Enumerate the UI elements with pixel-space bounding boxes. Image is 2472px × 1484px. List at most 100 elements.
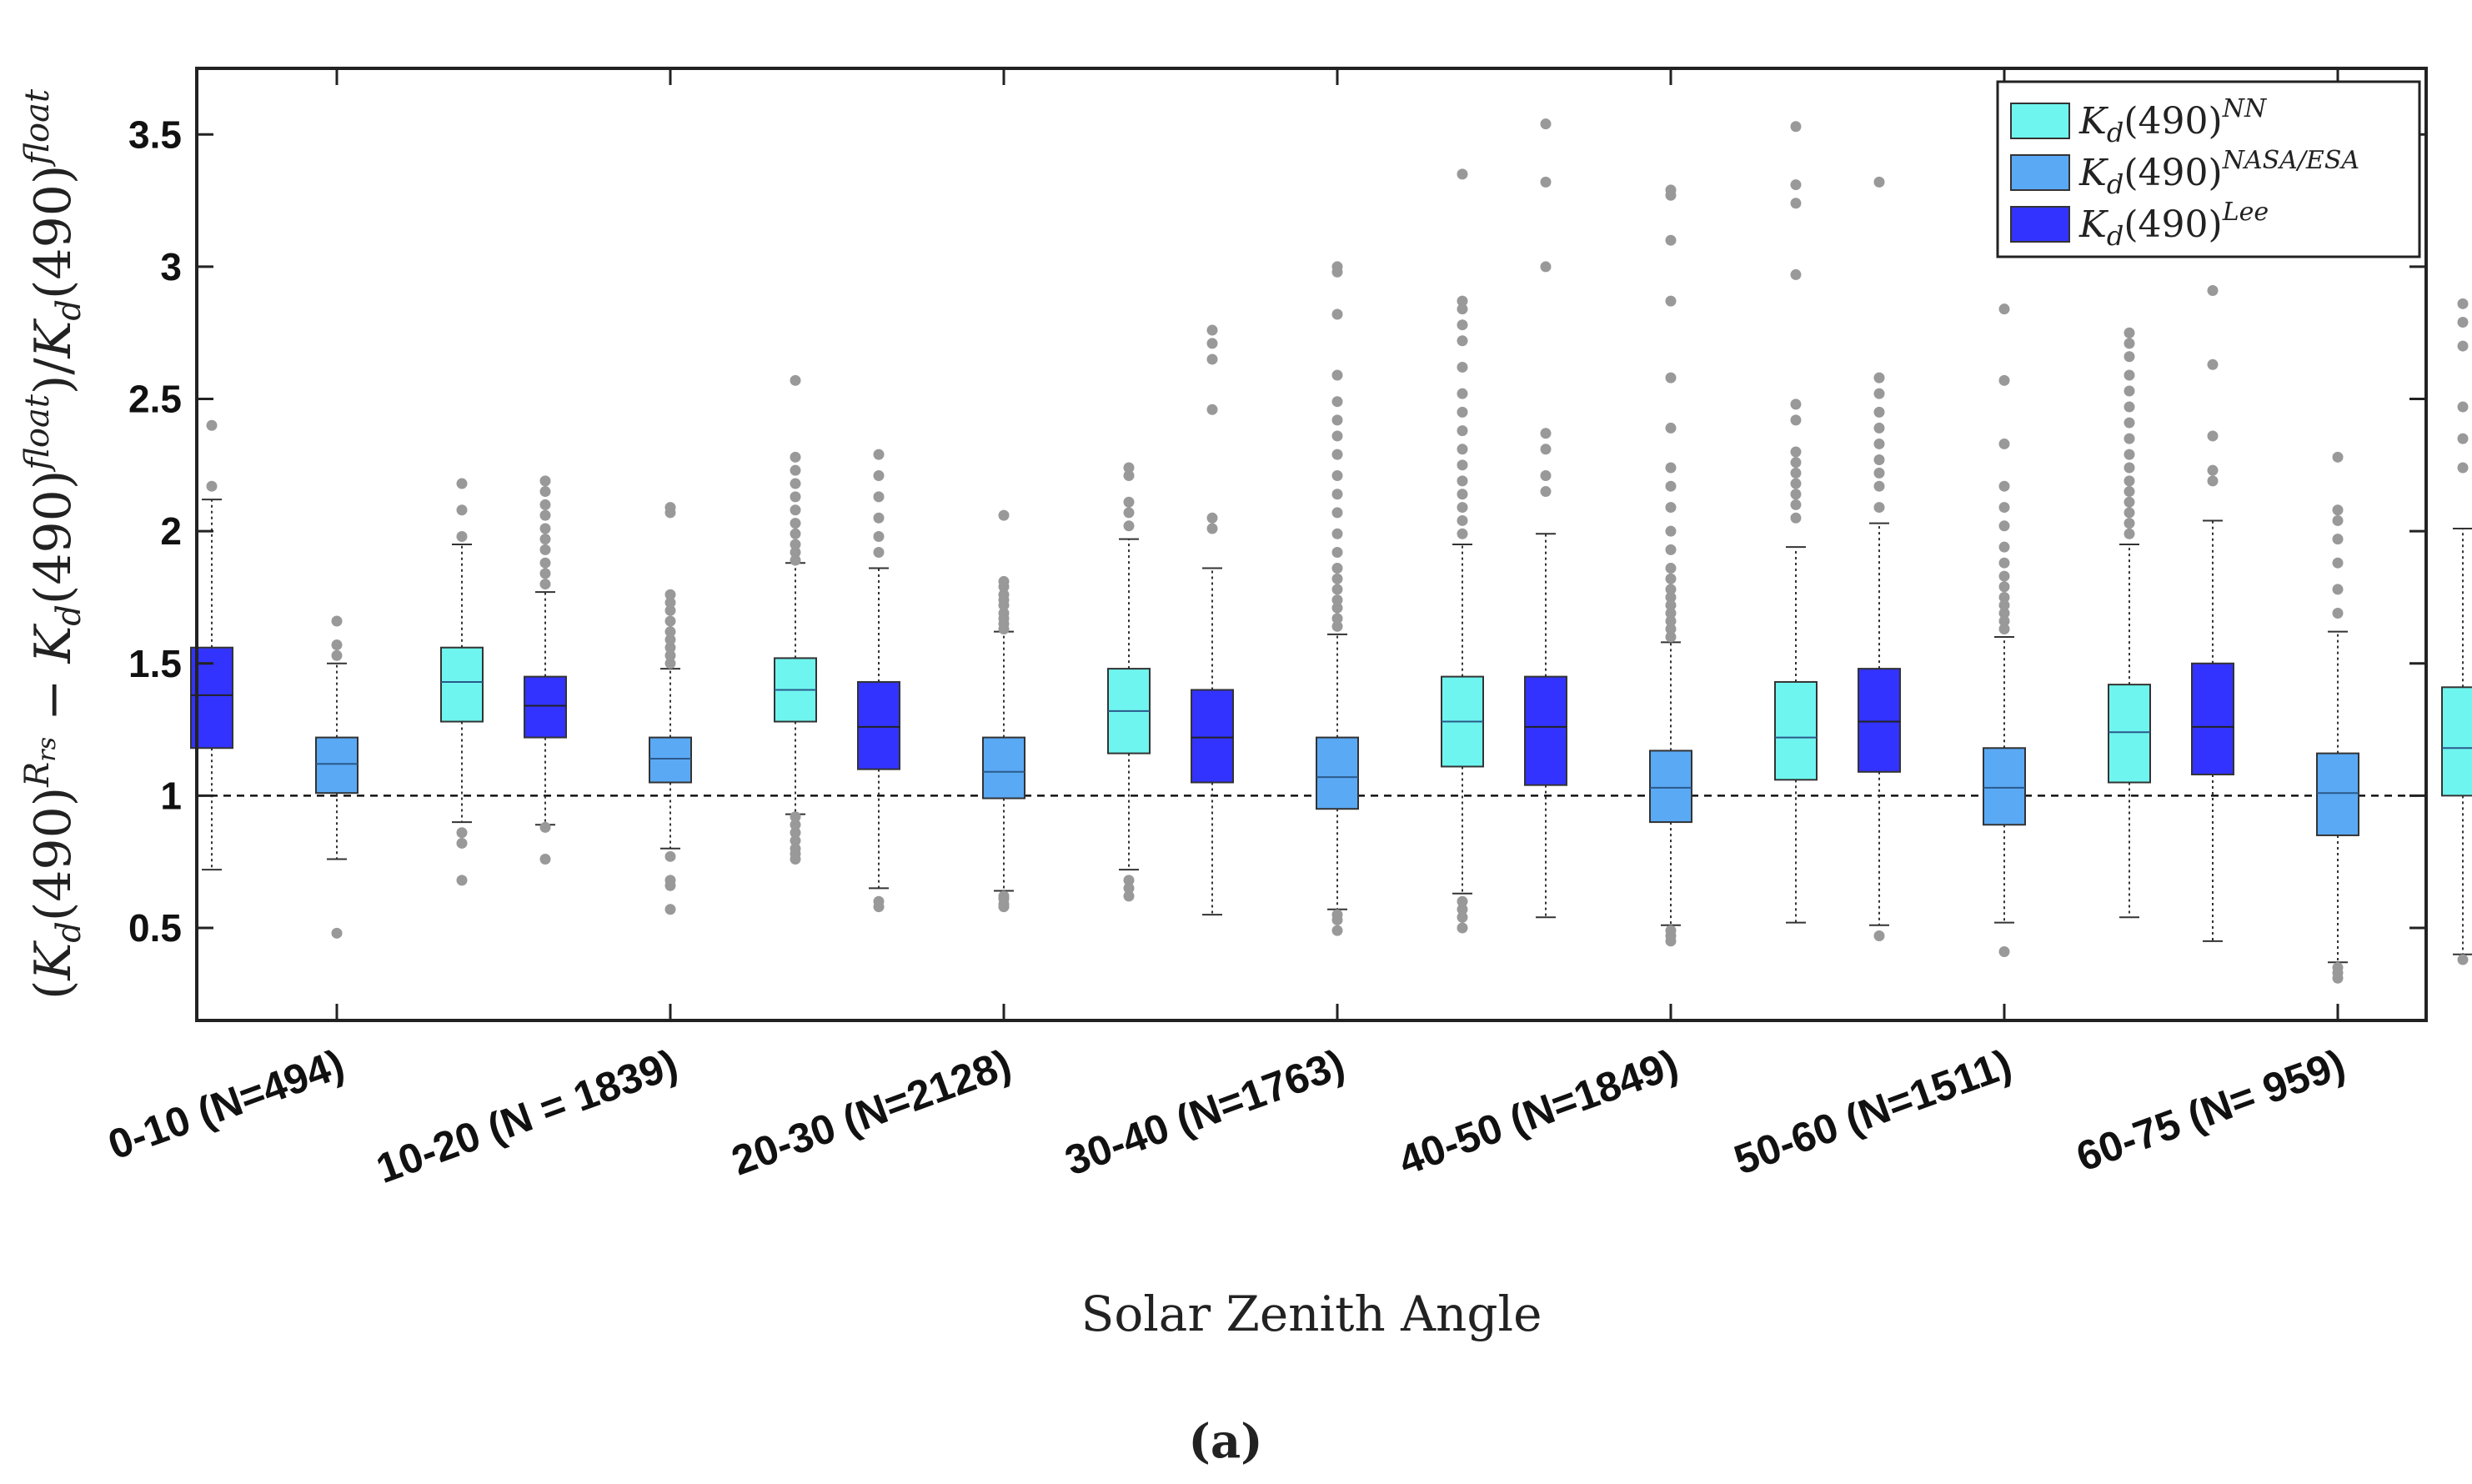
outlier-point: [1331, 547, 1343, 559]
outlier-point: [2207, 475, 2219, 487]
box-k-d-490-lee: [2191, 284, 2234, 942]
outlier-point: [664, 850, 676, 862]
box-iqr: [440, 646, 484, 723]
box-k-d-490-nasa-esa: [2316, 451, 2359, 984]
outlier-point: [1665, 462, 1677, 474]
outlier-point: [1331, 261, 1343, 273]
outlier-point: [1665, 544, 1677, 555]
outlier-point: [1998, 570, 2010, 582]
outlier-point: [1457, 303, 1468, 315]
outlier-point: [1665, 234, 1677, 246]
x-tick-label: 60-75 (N= 959): [2070, 1040, 2350, 1181]
outlier-point: [790, 464, 801, 476]
outlier-point: [1665, 631, 1677, 643]
outlier-point: [1457, 911, 1468, 923]
outlier-point: [1331, 613, 1343, 624]
box-iqr: [315, 736, 359, 795]
outlier-point: [331, 615, 343, 627]
outlier-point: [1123, 462, 1135, 474]
outlier-point: [2332, 504, 2344, 516]
x-tick-label: 30-40 (N=1763): [1059, 1040, 1351, 1185]
outlier-point: [664, 649, 676, 661]
outlier-point: [873, 449, 885, 460]
outlier-point: [1665, 422, 1677, 434]
box-k-d-490-nn: [1441, 168, 1484, 934]
outlier-point: [1457, 514, 1468, 526]
outlier-point: [1331, 308, 1343, 320]
x-tick-label: 20-30 (N=2128): [725, 1040, 1017, 1185]
outlier-point: [873, 512, 885, 524]
box-k-d-490-nasa-esa: [649, 502, 692, 915]
outlier-point: [1790, 121, 1802, 133]
box-iqr: [649, 736, 692, 784]
outlier-point: [1123, 875, 1135, 886]
y-tick-label: 1: [160, 774, 182, 817]
box-iqr: [1774, 680, 1818, 781]
x-tick-label: 0-10 (N=494): [102, 1040, 349, 1169]
outlier-point: [2124, 401, 2135, 413]
outlier-point: [790, 835, 801, 846]
outlier-point: [1123, 882, 1135, 894]
x-tick-label: 10-20 (N = 1839): [370, 1040, 684, 1192]
box-iqr: [2108, 684, 2151, 784]
outlier-point: [456, 837, 468, 849]
outlier-point: [1206, 324, 1218, 336]
outlier-point: [2332, 451, 2344, 463]
outlier-point: [1873, 372, 1885, 384]
box-iqr: [982, 736, 1025, 800]
box-k-d-490-nasa-esa: [315, 615, 359, 939]
outlier-point: [1457, 475, 1468, 487]
outlier-point: [2457, 317, 2469, 328]
x-tick-label: 50-60 (N=1511): [1728, 1040, 2018, 1184]
outlier-point: [2124, 369, 2135, 381]
outlier-point: [1998, 624, 2010, 635]
box-iqr: [2441, 686, 2472, 797]
outlier-point: [2457, 462, 2469, 474]
box-k-d-490-nn: [2441, 298, 2472, 965]
panel-label: (a): [1188, 1414, 1262, 1469]
outlier-point: [1457, 406, 1468, 418]
outlier-point: [1123, 520, 1135, 532]
outlier-point: [1331, 430, 1343, 442]
outlier-point: [2124, 462, 2135, 474]
plot-frame: [195, 67, 2428, 1022]
outlier-point: [1665, 372, 1677, 384]
outlier-point: [1790, 268, 1802, 280]
outlier-point: [1331, 528, 1343, 539]
legend-swatch: [2010, 154, 2070, 191]
outlier-point: [1998, 599, 2010, 611]
outlier-point: [1873, 502, 1885, 514]
outlier-point: [790, 518, 801, 529]
y-tick-label: 0.5: [128, 906, 182, 950]
outlier-point: [998, 589, 1010, 600]
outlier-point: [998, 890, 1010, 902]
outlier-point: [539, 534, 551, 545]
outlier-point: [1790, 489, 1802, 500]
outlier-point: [1665, 624, 1677, 635]
outlier-point: [1331, 449, 1343, 460]
outlier-point: [2332, 584, 2344, 595]
box-iqr: [857, 680, 900, 770]
outlier-point: [1665, 480, 1677, 492]
legend-label: Kd(490)NASA/ESA: [2078, 146, 2359, 200]
outlier-point: [539, 544, 551, 555]
outlier-point: [539, 568, 551, 579]
outlier-point: [1540, 470, 1552, 482]
outlier-point: [331, 639, 343, 651]
box-iqr: [1524, 675, 1567, 786]
outlier-point: [2332, 607, 2344, 619]
y-axis-title: (Kd(490)Rrs − Kd(490)float)/Kd(490)float: [18, 88, 88, 1000]
outlier-point: [1873, 388, 1885, 399]
outlier-point: [1540, 428, 1552, 439]
outlier-point: [539, 853, 551, 865]
outlier-point: [1665, 591, 1677, 603]
outlier-point: [1123, 496, 1135, 508]
box-k-d-490-lee: [1524, 118, 1567, 919]
box-iqr: [1858, 668, 1901, 773]
legend-swatch: [2010, 206, 2070, 243]
outlier-point: [1998, 374, 2010, 386]
outlier-point: [1331, 909, 1343, 920]
outlier-point: [998, 575, 1010, 587]
outlier-point: [1873, 454, 1885, 465]
outlier-point: [1331, 414, 1343, 426]
